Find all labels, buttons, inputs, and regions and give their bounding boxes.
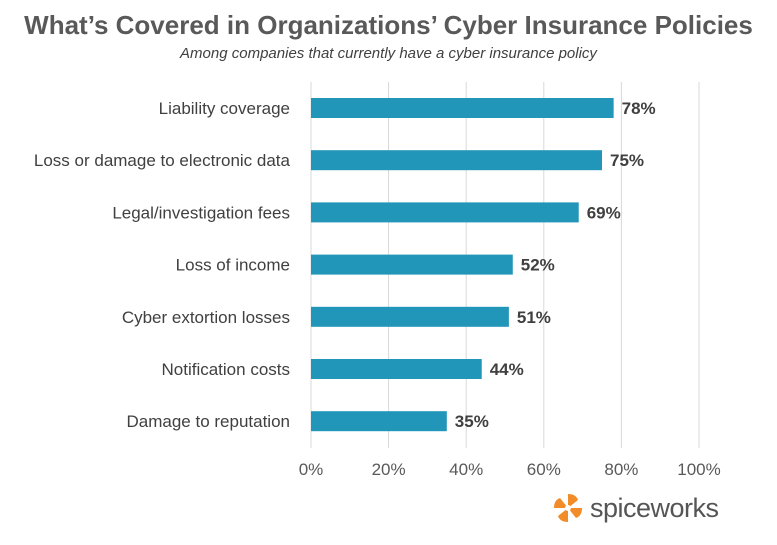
category-label: Liability coverage: [159, 99, 290, 118]
data-label: 51%: [517, 308, 551, 327]
spiceworks-logo-icon: [554, 494, 582, 522]
bar: [311, 202, 579, 223]
bar: [311, 411, 447, 432]
data-label: 44%: [490, 360, 524, 379]
bar: [311, 150, 602, 171]
data-label: 78%: [622, 99, 656, 118]
x-axis-ticks: 0% 20% 40% 60% 80% 100%: [299, 460, 721, 479]
logo-petal: [568, 508, 582, 518]
bar: [311, 254, 513, 275]
logo-center: [565, 505, 571, 511]
category-label: Damage to reputation: [127, 412, 291, 431]
category-label: Loss of income: [176, 256, 290, 275]
x-tick-label: 80%: [604, 460, 638, 479]
data-label: 52%: [521, 256, 555, 275]
category-label: Loss or damage to electronic data: [34, 151, 291, 170]
x-tick-label: 20%: [372, 460, 406, 479]
brand-name: spiceworks: [590, 492, 719, 523]
data-label: 75%: [610, 151, 644, 170]
data-label: 35%: [455, 412, 489, 431]
x-tick-label: 100%: [677, 460, 720, 479]
category-label: Notification costs: [162, 360, 291, 379]
bar: [311, 306, 509, 327]
category-label: Legal/investigation fees: [112, 203, 290, 222]
logo-petal: [558, 508, 568, 522]
data-labels: 78% 75% 69% 52% 51% 44% 35%: [455, 99, 656, 431]
x-tick-label: 0%: [299, 460, 324, 479]
data-label: 69%: [587, 203, 621, 222]
bar: [311, 98, 614, 118]
chart-subtitle: Among companies that currently have a cy…: [180, 45, 597, 62]
bar: [311, 359, 482, 379]
category-labels: Liability coverage Loss or damage to elec…: [34, 99, 291, 431]
category-label: Cyber extortion losses: [122, 308, 290, 327]
x-tick-label: 40%: [449, 460, 483, 479]
chart-title: What’s Covered in Organizations’ Cyber I…: [24, 10, 753, 40]
logo-petal: [568, 494, 578, 508]
spiceworks-logo: spiceworks: [550, 488, 719, 528]
bars: [311, 98, 614, 432]
x-tick-label: 60%: [527, 460, 561, 479]
logo-petal: [554, 498, 568, 508]
